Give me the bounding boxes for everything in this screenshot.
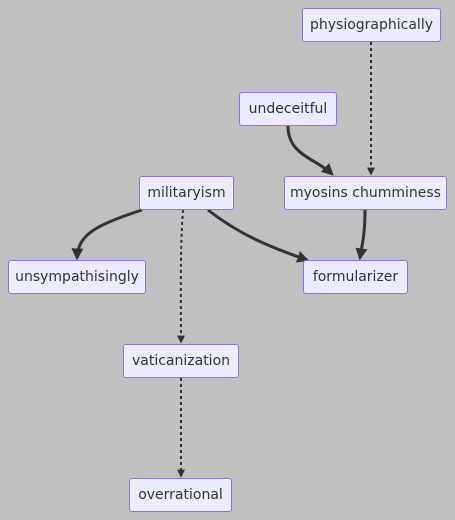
node-militaryism[interactable]: militaryism	[139, 176, 234, 210]
edge-militaryism-to-unsympathisingly	[71, 208, 143, 261]
node-unsympathisingly[interactable]: unsympathisingly	[8, 260, 146, 294]
node-undeceitful[interactable]: undeceitful	[239, 92, 337, 126]
edge-militaryism-to-formularizer	[207, 208, 310, 263]
edge-undeceitful-to-myosins-chumminess	[286, 125, 334, 176]
node-myosins-chumminess[interactable]: myosins chumminess	[284, 176, 447, 210]
node-overrational[interactable]: overrational	[129, 478, 232, 512]
edge-myosins-chumminess-to-formularizer	[355, 209, 368, 261]
node-formularizer[interactable]: formularizer	[303, 260, 408, 294]
edge-militaryism-to-vaticanization	[176, 209, 185, 344]
node-physiographically[interactable]: physiographically	[302, 8, 441, 42]
node-vaticanization[interactable]: vaticanization	[123, 344, 239, 378]
